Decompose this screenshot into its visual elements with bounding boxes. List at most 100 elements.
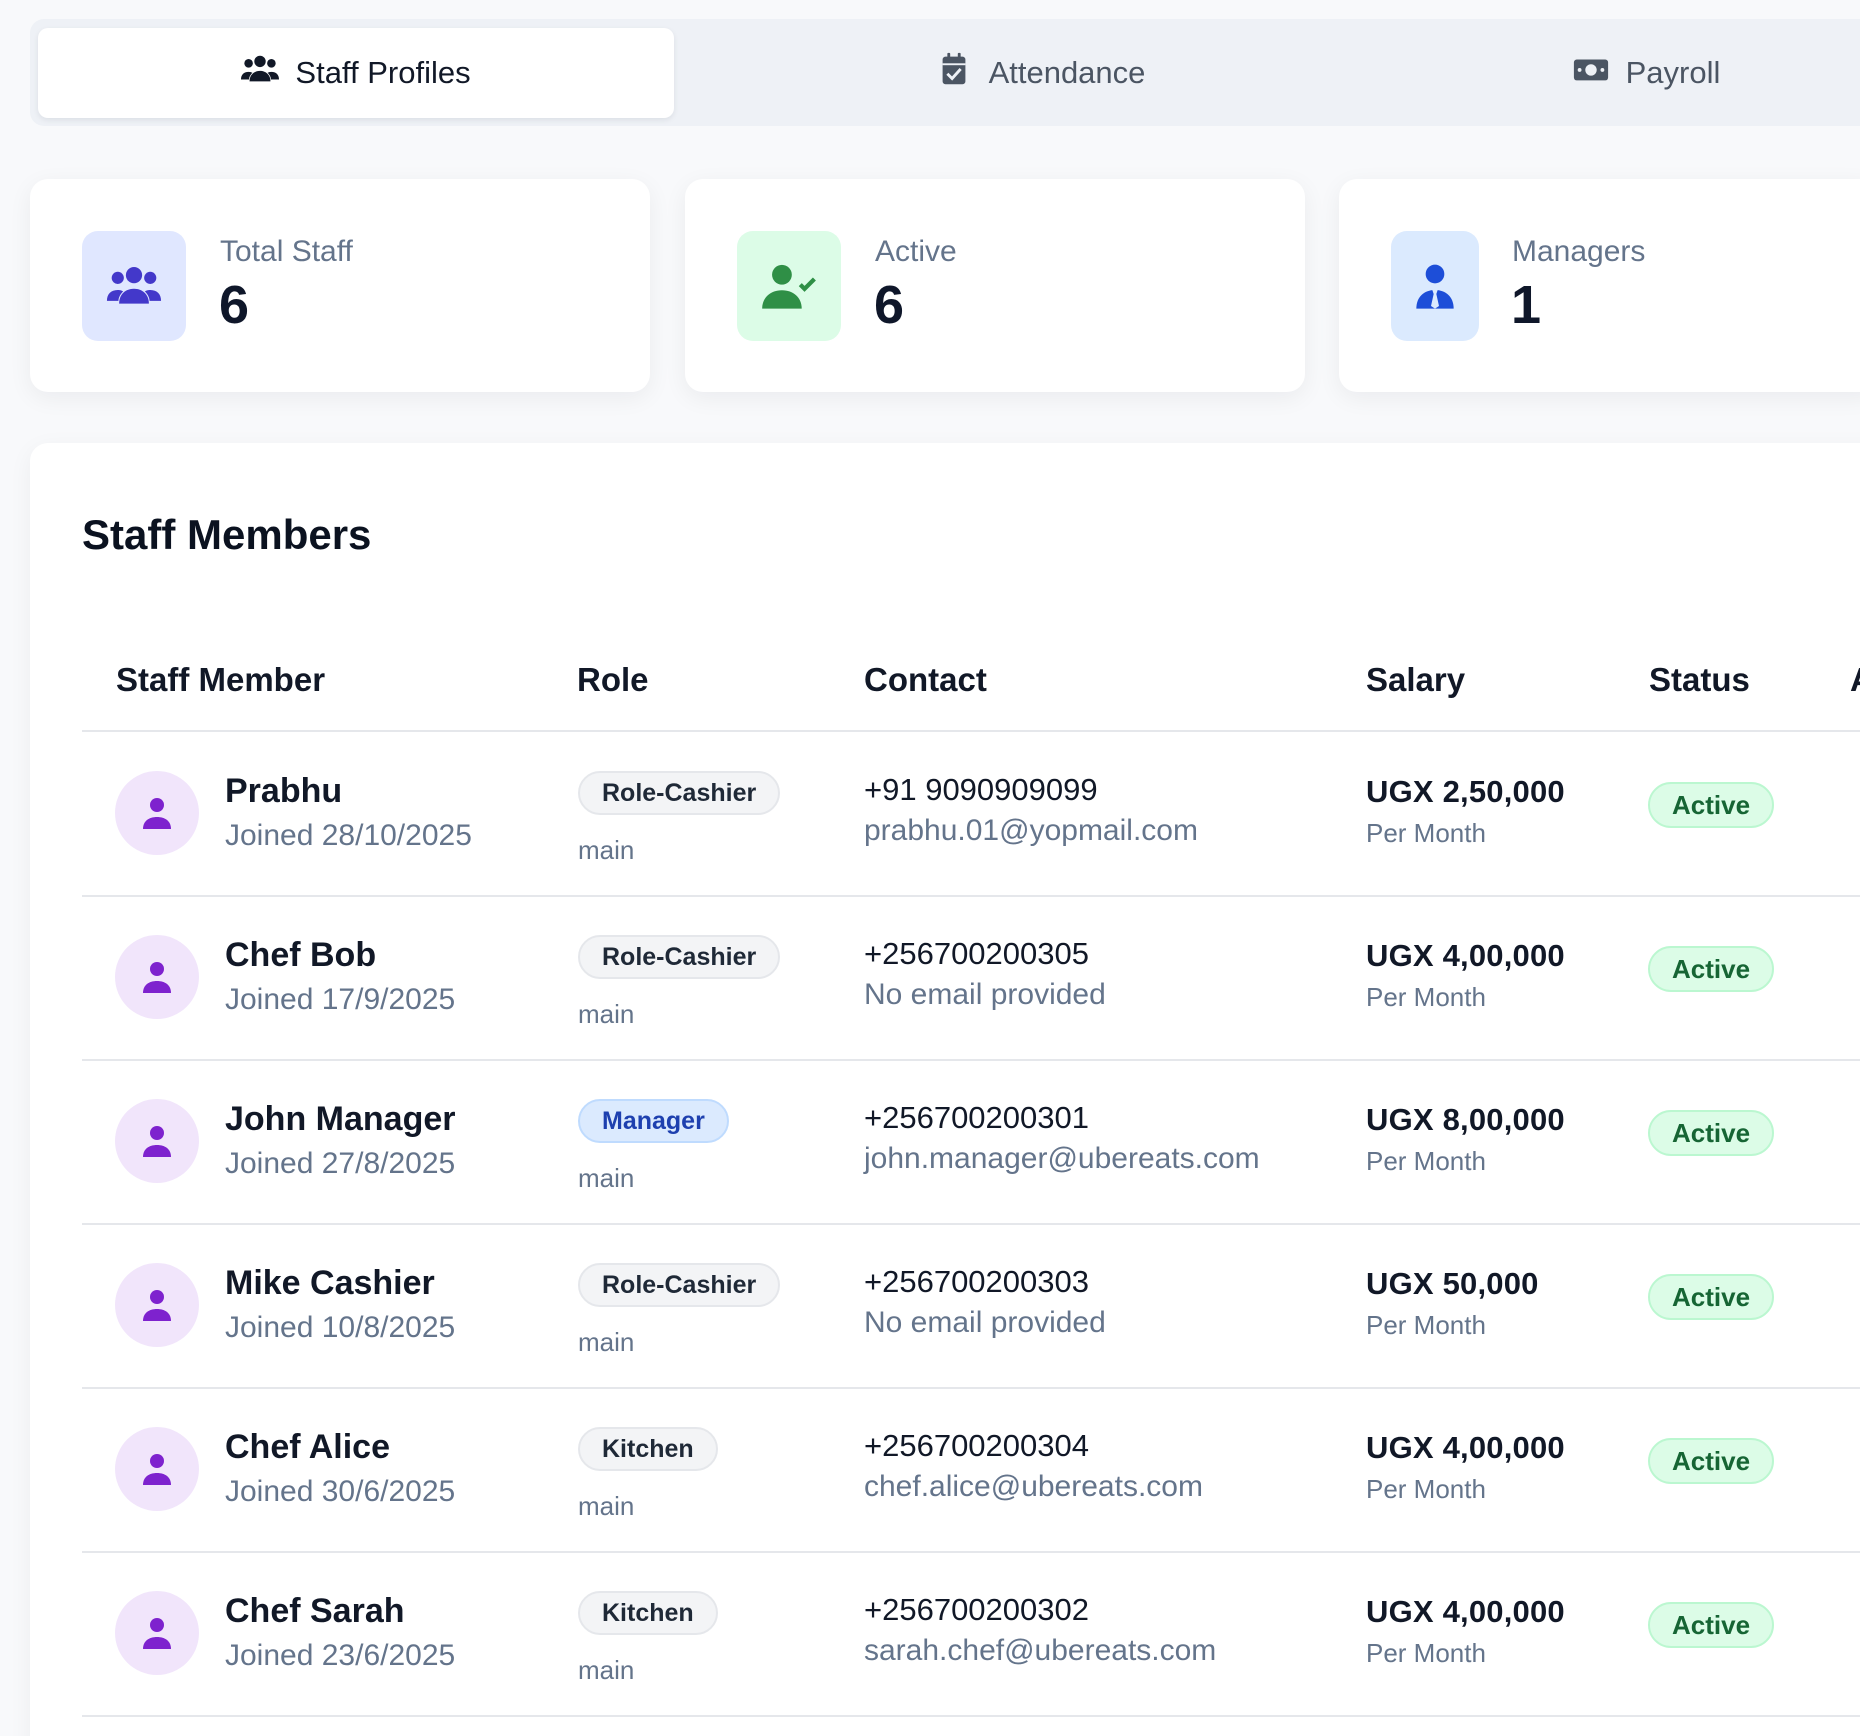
tab-attendance[interactable]: Attendance [710,28,1370,118]
email: chef.alice@ubereats.com [864,1470,1203,1503]
avatar [115,935,199,1019]
role-badge: Role-Cashier [578,1263,781,1307]
table-row[interactable]: Prabhu Joined 28/10/2025 Role-Cashier ma… [30,732,1860,896]
phone: +256700200304 [864,1428,1089,1463]
status-badge: Active [1648,946,1775,992]
staff-members-card: Staff Members Staff Member Role Contact … [30,443,1860,1736]
stat-label: Managers [1512,235,1646,268]
phone: +256700200301 [864,1100,1089,1135]
stat-card-total-staff: Total Staff 6 [30,179,650,392]
email: prabhu.01@yopmail.com [864,814,1198,847]
card-title: Staff Members [82,511,372,558]
user-icon [143,1290,171,1321]
stat-value: 1 [1511,275,1542,335]
salary: UGX 4,00,000 [1366,1430,1565,1465]
users-icon [241,52,280,94]
phone: +256700200305 [864,936,1089,971]
user-icon [143,798,171,829]
staff-name: John Manager [225,1100,456,1138]
table-row[interactable]: Chef Sarah Joined 23/6/2025 Kitchen main… [30,1552,1860,1716]
row-divider [82,1387,1860,1389]
table-row[interactable]: Mike Cashier Joined 10/8/2025 Role-Cashi… [30,1224,1860,1388]
money-bill-icon [1572,52,1610,94]
column-header-actions: A [1850,661,1860,699]
staff-name: Chef Bob [225,936,377,974]
tab-label: Attendance [988,55,1146,90]
role-badge: Kitchen [578,1591,718,1635]
role-badge: Role-Cashier [578,935,781,979]
column-header-salary: Salary [1366,661,1466,698]
joined-date: Joined 17/9/2025 [225,983,456,1016]
column-header-role: Role [577,661,649,698]
table-row[interactable]: Chef Bob Joined 17/9/2025 Role-Cashier m… [30,896,1860,1060]
user-icon [143,1454,171,1485]
tab-bar: Staff Profiles Attendance Payroll [30,19,1860,126]
email: sarah.chef@ubereats.com [864,1634,1217,1667]
branch: main [578,1163,635,1193]
staff-name: Chef Alice [225,1428,391,1466]
stat-label: Total Staff [220,235,353,268]
salary: UGX 4,00,000 [1366,1594,1565,1629]
avatar [115,1591,199,1675]
status-badge: Active [1648,782,1775,828]
status-badge: Active [1648,1110,1775,1156]
joined-date: Joined 10/8/2025 [225,1311,456,1344]
phone: +256700200303 [864,1264,1089,1299]
salary-period: Per Month [1366,982,1486,1012]
status-badge: Active [1648,1438,1775,1484]
salary-period: Per Month [1366,1146,1486,1176]
avatar [115,1099,199,1183]
branch: main [578,999,635,1029]
row-divider [82,1223,1860,1225]
user-icon [143,1126,171,1157]
tab-label: Payroll [1625,55,1721,90]
role-badge: Role-Cashier [578,771,781,815]
table-row[interactable]: John Manager Joined 27/8/2025 Manager ma… [30,1060,1860,1224]
header-divider [82,730,1860,732]
avatar [115,771,199,855]
tab-staff-profiles[interactable]: Staff Profiles [38,28,674,118]
joined-date: Joined 23/6/2025 [225,1639,456,1672]
email: No email provided [864,978,1106,1011]
salary: UGX 4,00,000 [1366,938,1565,973]
row-divider [82,1059,1860,1061]
status-badge: Active [1648,1274,1775,1320]
column-header-staff-member: Staff Member [116,661,326,698]
branch: main [578,835,635,865]
branch: main [578,1491,635,1521]
tab-label: Staff Profiles [295,55,471,90]
row-divider [82,1551,1860,1553]
branch: main [578,1327,635,1357]
stat-value: 6 [219,275,250,335]
salary-period: Per Month [1366,1310,1486,1340]
staff-name: Mike Cashier [225,1264,435,1302]
user-tie-icon [1391,231,1479,341]
avatar [115,1427,199,1511]
salary: UGX 8,00,000 [1366,1102,1565,1137]
table-row[interactable]: Chef Alice Joined 30/6/2025 Kitchen main… [30,1388,1860,1552]
user-icon [143,962,171,993]
stat-label: Active [875,235,957,268]
joined-date: Joined 27/8/2025 [225,1147,456,1180]
joined-date: Joined 28/10/2025 [225,819,472,852]
column-header-status: Status [1649,661,1750,698]
row-divider [82,1715,1860,1717]
role-badge: Kitchen [578,1427,718,1471]
salary-period: Per Month [1366,1474,1486,1504]
status-badge: Active [1648,1602,1775,1648]
branch: main [578,1655,635,1685]
tab-payroll[interactable]: Payroll [1406,28,1860,118]
column-header-contact: Contact [864,661,987,698]
row-divider [82,895,1860,897]
users-icon [82,231,186,341]
salary: UGX 50,000 [1366,1266,1539,1301]
phone: +256700200302 [864,1592,1089,1627]
email: john.manager@ubereats.com [864,1142,1260,1175]
salary-period: Per Month [1366,818,1486,848]
calendar-check-icon [935,52,973,94]
staff-name: Chef Sarah [225,1592,405,1630]
email: No email provided [864,1306,1106,1339]
role-badge: Manager [578,1099,729,1143]
user-icon [143,1618,171,1649]
